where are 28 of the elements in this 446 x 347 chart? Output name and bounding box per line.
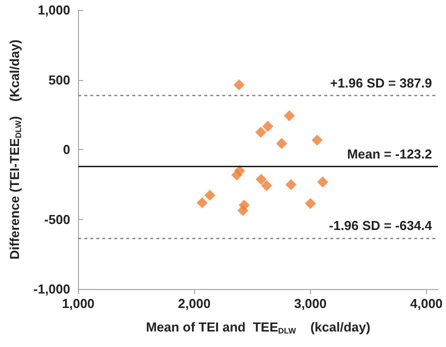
point (312, 134, 323, 146)
point (204, 190, 216, 201)
point (276, 138, 288, 149)
y-tick-label: -500 (44, 212, 70, 227)
point (262, 120, 274, 132)
point (255, 126, 266, 138)
x-tick-label: 4,000 (410, 296, 443, 311)
y-tick-label: 0 (63, 142, 70, 157)
x-tick-label: 1,000 (62, 296, 95, 311)
point (317, 176, 328, 188)
point (285, 179, 296, 190)
point (231, 170, 242, 181)
point (234, 79, 245, 90)
point (256, 174, 267, 185)
point (261, 180, 272, 192)
point (284, 110, 295, 122)
point (237, 204, 248, 216)
x-tick-label: 3,000 (294, 296, 327, 311)
ref-line-label: Mean = -123.2 (347, 146, 432, 162)
x-tick-label: 2,000 (178, 296, 211, 311)
point (196, 197, 208, 208)
y-tick-label: -1,000 (33, 282, 70, 296)
ref-line-label: -1.96 SD = -634.4 (329, 218, 433, 233)
y-tick-label: 1,000 (38, 2, 70, 18)
point (304, 198, 316, 209)
y-axis-title: Difference (TEI-TEEDLW) (Kcal/day) (7, 39, 23, 260)
y-tick-label: 500 (48, 72, 70, 88)
ref-line-label: +1.96 SD = 387.9 (330, 75, 432, 90)
